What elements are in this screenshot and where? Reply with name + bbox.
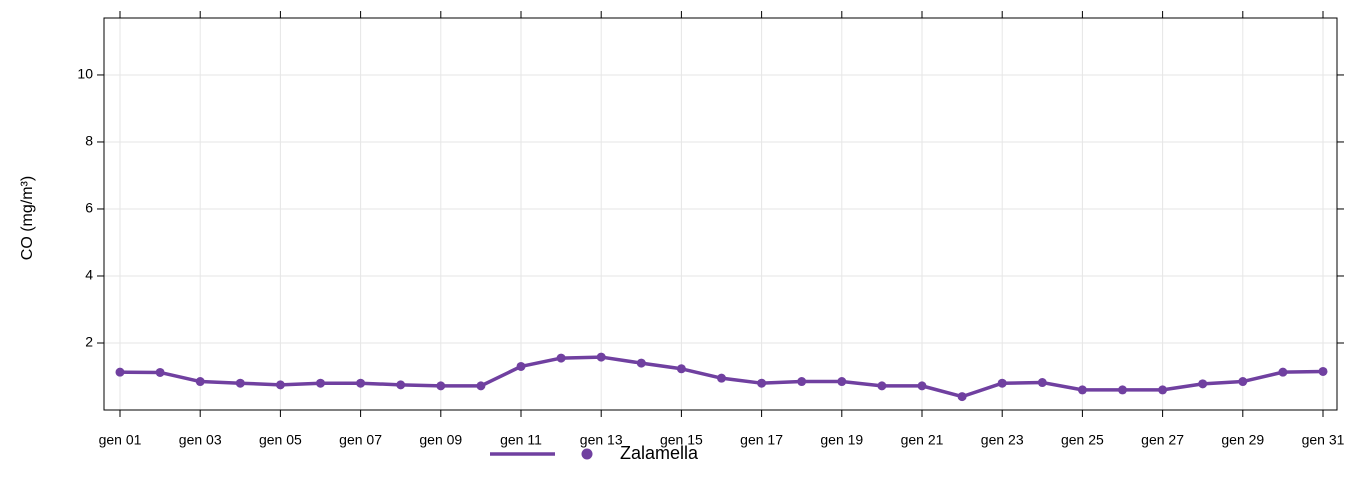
data-point [356,378,366,388]
x-tick-label: gen 07 [339,432,382,448]
data-point [717,373,726,383]
x-tick-label: gen 03 [179,432,222,448]
data-point [1158,385,1168,395]
data-point [917,381,927,391]
data-point [556,353,566,363]
y-tick-label: 10 [77,66,93,82]
x-tick-label: gen 01 [99,432,142,448]
data-point [195,377,205,387]
y-tick-label: 8 [85,133,93,149]
data-point [877,381,887,391]
data-point [997,378,1007,388]
y-tick-label: 2 [85,334,93,350]
data-point [957,392,967,402]
x-tick-label: gen 17 [740,432,783,448]
data-point [676,364,686,374]
data-point [1037,378,1047,388]
data-point [1318,366,1328,376]
x-tick-label: gen 27 [1141,432,1184,448]
data-point [275,380,285,390]
x-tick-label: gen 13 [580,432,623,448]
x-tick-label: gen 11 [500,432,542,448]
data-point [235,378,245,388]
x-tick-label: gen 05 [259,432,302,448]
x-tick-label: gen 19 [820,432,863,448]
data-point [636,358,646,368]
data-point [396,380,406,390]
data-point [316,378,325,388]
x-tick-label: gen 31 [1302,432,1345,448]
legend-label: Zalamella [620,443,699,463]
data-point [797,377,807,387]
data-point [516,361,526,371]
data-point [1198,379,1208,389]
x-tick-label: gen 29 [1221,432,1264,448]
y-axis-label: CO (mg/m³) [19,176,36,260]
data-point [837,377,847,387]
plot-frame [103,17,1338,411]
y-tick-label: 4 [85,267,93,283]
x-tick-label: gen 21 [901,432,944,448]
legend-marker [581,448,593,460]
data-point [1118,385,1127,395]
data-point [436,381,446,391]
x-tick-label: gen 25 [1061,432,1104,448]
data-point [1238,377,1248,387]
x-tick-label: gen 15 [660,432,703,448]
data-point [1278,367,1288,377]
data-point [476,381,486,391]
data-point [155,367,165,377]
x-tick-label: gen 23 [981,432,1024,448]
data-point [596,352,606,362]
data-point [757,378,767,388]
x-tick-label: gen 09 [419,432,462,448]
y-tick-label: 6 [85,200,93,216]
data-point [115,367,125,377]
data-point [1077,385,1087,395]
